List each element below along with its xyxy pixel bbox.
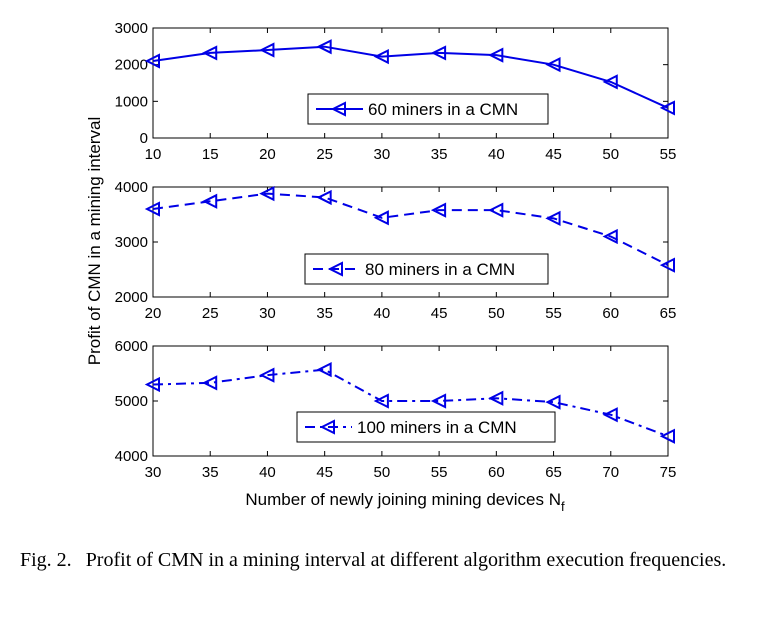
series-line: [152, 192, 669, 266]
data-point-marker: [430, 393, 447, 409]
legend-label: 60 miners in a CMN: [368, 100, 518, 119]
x-tick-label: 55: [660, 146, 677, 163]
y-tick-label: 3000: [115, 234, 148, 251]
x-axis-label-subscript: f: [561, 499, 565, 514]
data-point-marker: [602, 228, 618, 245]
x-axis-label: Number of newly joining mining devices N…: [245, 490, 565, 514]
x-tick-label: 50: [602, 146, 619, 163]
caption-text: Profit of CMN in a mining interval at di…: [85, 549, 727, 571]
chart-panel-middle: 20 25 30 35 40 45 50 55 60 65 2000 3000 4000 80 miner…: [115, 179, 677, 322]
chart-panel-bottom: 30 35 40 45 50 55 60 65 70 75 4000 5000 6000 100 mine…: [115, 338, 677, 481]
data-point-marker: [259, 367, 275, 383]
legend-marker: [319, 419, 335, 435]
data-point-marker: [602, 407, 618, 423]
data-point-marker: [545, 210, 561, 226]
data-point-marker: [488, 390, 504, 406]
y-tick-label: 3000: [115, 20, 148, 37]
x-tick-label: 70: [602, 464, 619, 481]
legend-marker: [330, 101, 346, 117]
x-tick-label: 25: [316, 146, 333, 163]
x-tick-label: 65: [545, 464, 562, 481]
x-tick-label: 75: [660, 464, 677, 481]
y-tick-label: 2000: [115, 57, 148, 74]
x-tick-label: 40: [259, 464, 276, 481]
x-tick-label: 10: [145, 146, 162, 163]
x-tick-label: 45: [545, 146, 562, 163]
x-tick-label: 40: [488, 146, 505, 163]
x-tick-label: 50: [374, 464, 391, 481]
x-tick-label: 45: [316, 464, 333, 481]
data-point-marker: [488, 202, 504, 218]
data-point-marker: [259, 42, 275, 58]
x-tick-label: 15: [202, 146, 219, 163]
data-point-marker: [545, 57, 561, 73]
y-tick-label: 5000: [115, 393, 148, 410]
y-tick-label: 2000: [115, 289, 148, 306]
x-tick-label: 20: [145, 305, 162, 322]
legend-marker: [327, 261, 343, 277]
plot-frame: [152, 27, 669, 139]
y-axis-label: Profit of CMN in a mining interval: [85, 117, 104, 365]
y-tick-label: 6000: [115, 338, 148, 355]
data-point-marker: [144, 376, 160, 393]
data-point-marker: [602, 74, 618, 90]
data-point-marker: [430, 45, 447, 61]
x-tick-label: 55: [545, 305, 562, 322]
x-tick-label: 60: [602, 305, 619, 322]
series-line: [152, 368, 669, 438]
series-line: [152, 45, 669, 109]
x-tick-label: 20: [259, 146, 276, 163]
data-point-marker: [144, 53, 160, 69]
x-tick-label: 40: [374, 305, 391, 322]
x-tick-label: 60: [488, 464, 505, 481]
data-point-marker: [545, 394, 561, 410]
y-tick-label: 4000: [115, 179, 148, 196]
data-point-marker: [659, 257, 675, 273]
y-tick-label: 1000: [115, 93, 148, 110]
x-tick-label: 65: [660, 305, 677, 322]
data-point-marker: [201, 45, 218, 61]
legend-box: [296, 411, 556, 443]
legend-label: 80 miners in a CMN: [365, 260, 515, 279]
x-tick-label: 25: [202, 305, 219, 322]
figure-canvas: 10 15 20 25 30 35 40 45 50 55 0 1000 2000 3000 60 mine…: [85, 20, 677, 514]
x-axis-label-main: Number of newly joining mining devices N: [245, 490, 561, 509]
y-tick-label: 4000: [115, 448, 148, 465]
data-point-marker: [488, 47, 504, 63]
x-tick-label: 35: [202, 464, 219, 481]
data-point-marker: [144, 201, 160, 217]
x-tick-label: 35: [431, 146, 448, 163]
data-point-marker: [373, 393, 389, 409]
data-point-marker: [201, 375, 218, 391]
caption-number: Fig. 2.: [20, 549, 72, 571]
y-tick-label: 0: [140, 130, 148, 147]
x-tick-label: 50: [488, 305, 505, 322]
figure-caption: Fig. 2. Profit of CMN in a mining interva…: [20, 548, 750, 572]
x-tick-label: 30: [145, 464, 162, 481]
x-tick-label: 35: [316, 305, 333, 322]
data-point-marker: [316, 39, 332, 55]
data-point-marker: [316, 189, 332, 206]
data-point-marker: [373, 210, 389, 226]
x-tick-label: 55: [431, 464, 448, 481]
data-point-marker: [430, 202, 447, 218]
x-tick-label: 45: [431, 305, 448, 322]
data-point-marker: [659, 100, 675, 116]
data-point-marker: [259, 185, 275, 202]
data-point-marker: [659, 428, 675, 444]
x-tick-label: 30: [374, 146, 391, 163]
data-point-marker: [316, 362, 332, 378]
legend-label: 100 miners in a CMN: [357, 418, 517, 437]
x-tick-label: 30: [259, 305, 276, 322]
data-point-marker: [201, 193, 218, 209]
data-point-marker: [373, 48, 389, 65]
chart-panel-top: 10 15 20 25 30 35 40 45 50 55 0 1000 2000 3000 60 mine…: [115, 20, 677, 163]
